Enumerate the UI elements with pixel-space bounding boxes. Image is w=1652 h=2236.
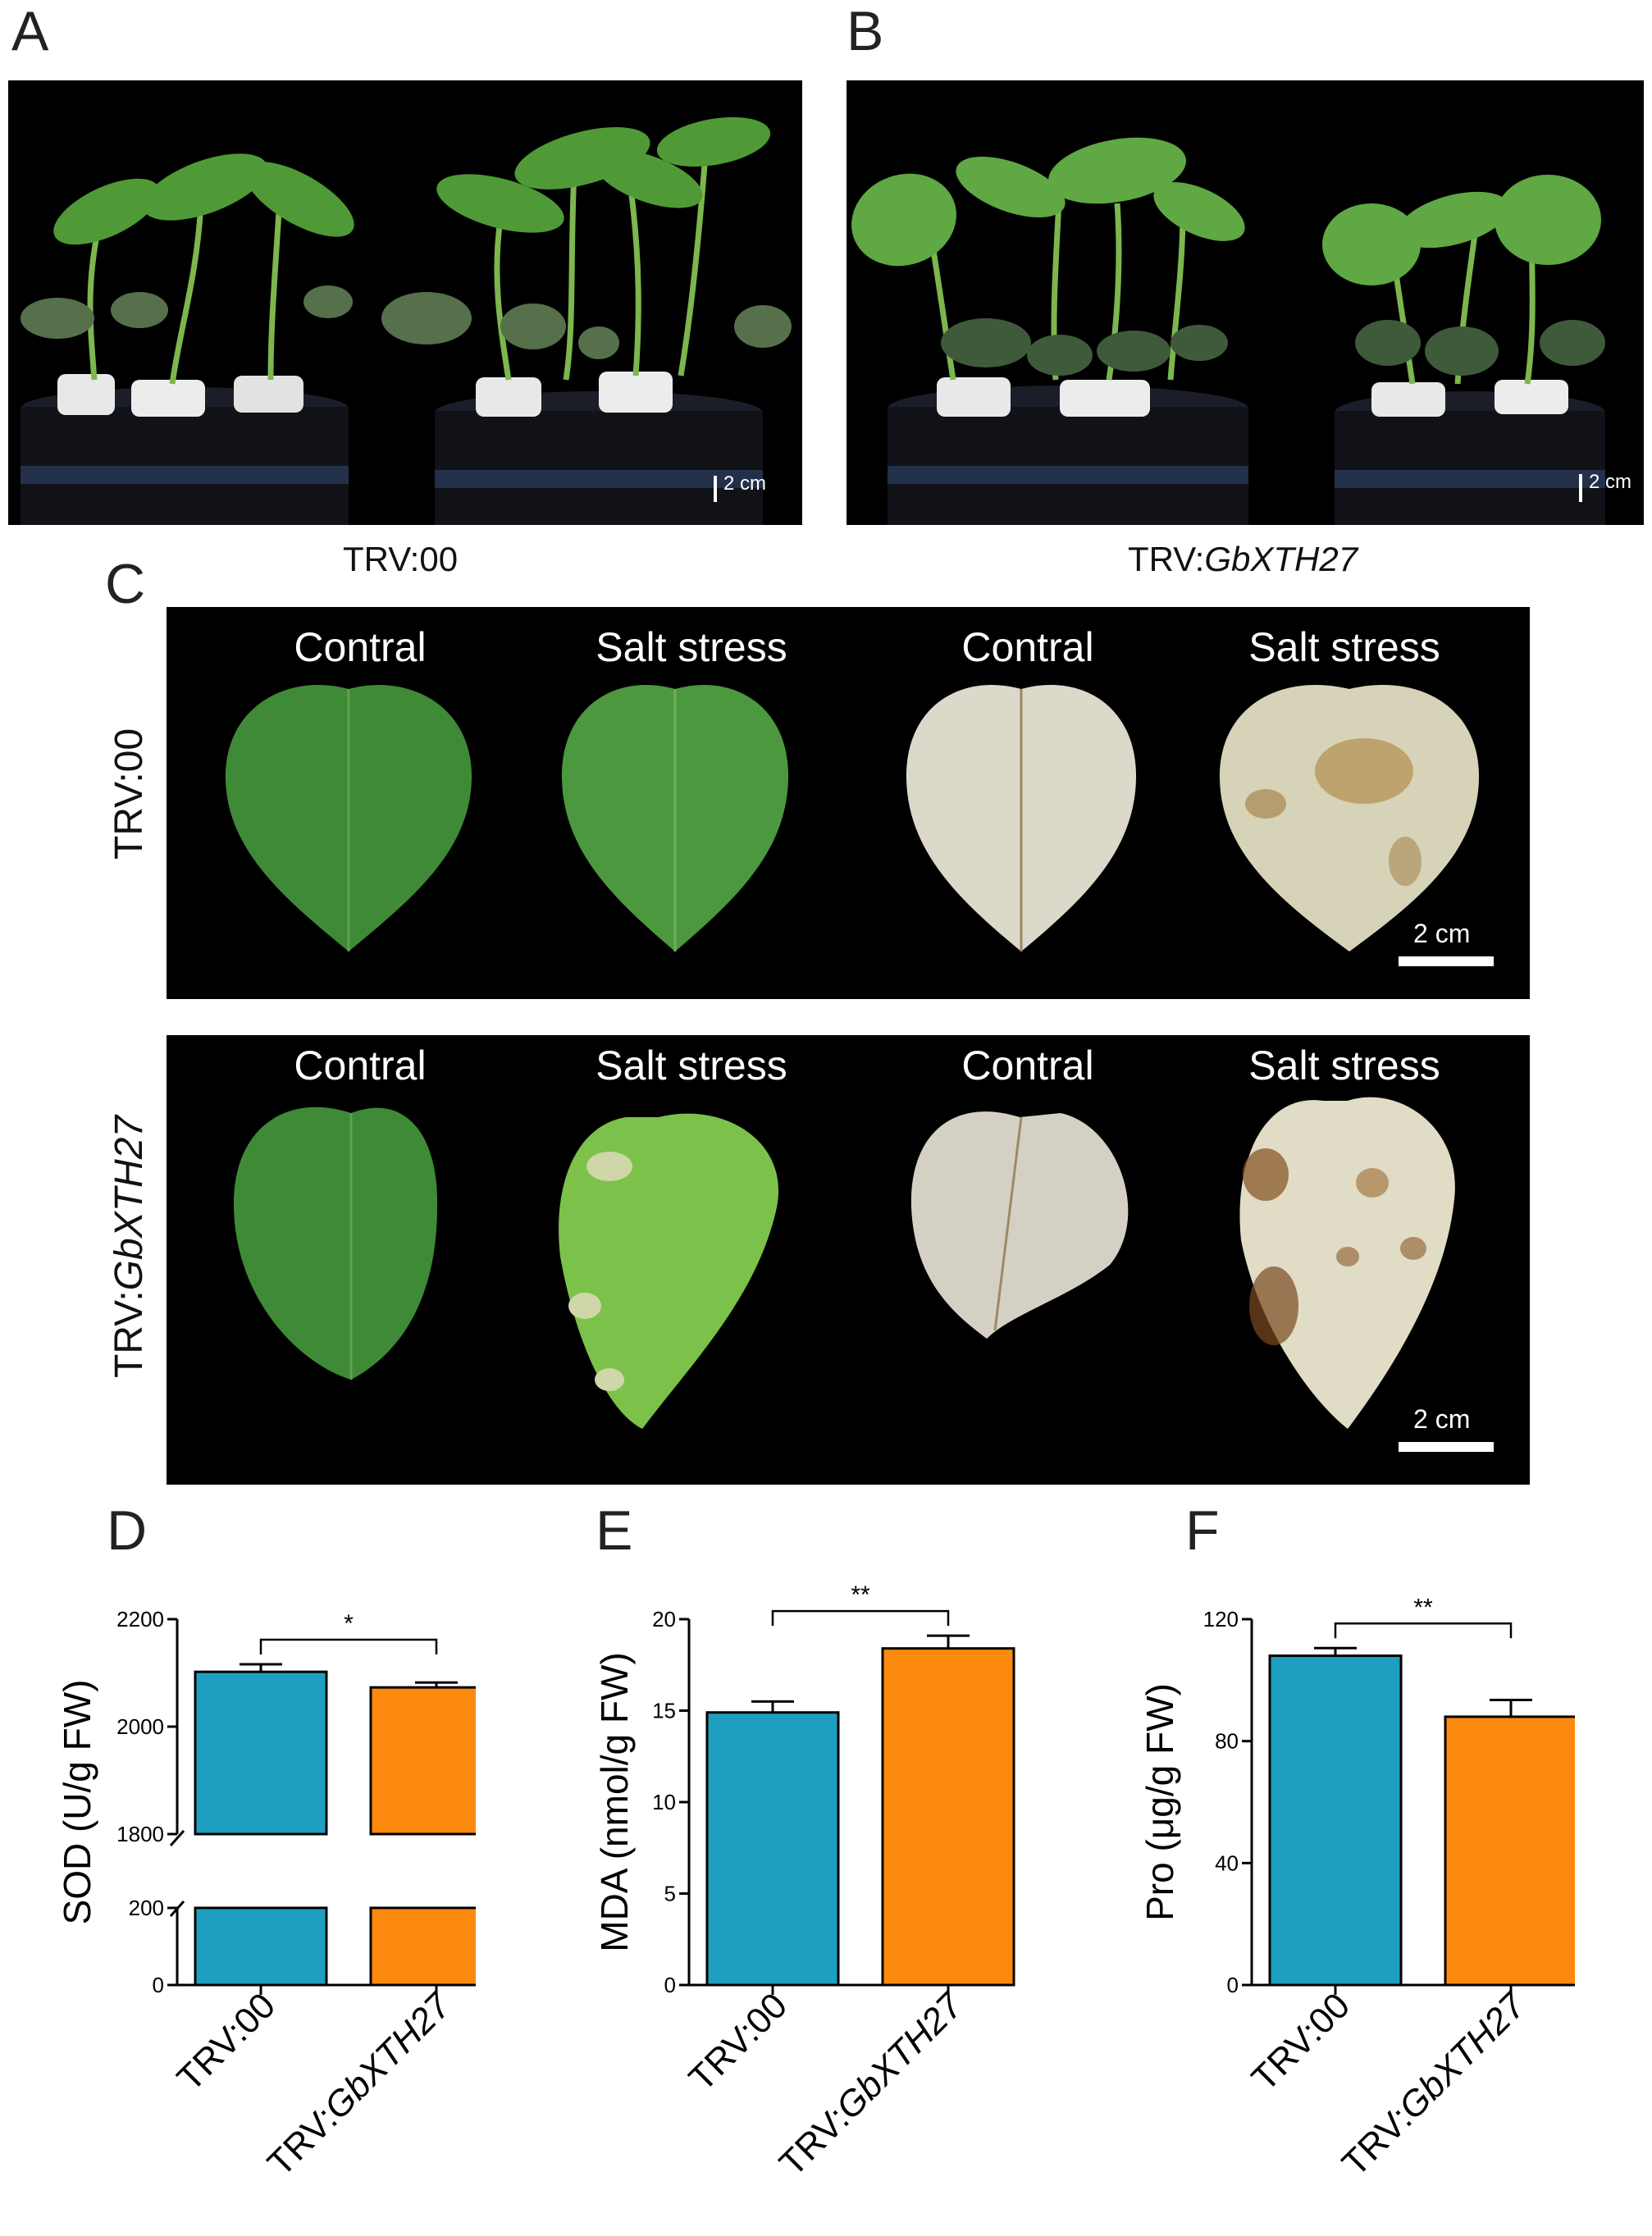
x-tick-label-gene: GbXTH27	[1391, 1984, 1534, 2127]
scale-bar	[1399, 956, 1494, 966]
panel-label-a: A	[11, 0, 49, 62]
y-tick-label: 1800	[116, 1822, 164, 1846]
panel-label-f: F	[1185, 1499, 1220, 1562]
significance-bracket	[259, 1638, 438, 1655]
header-salt-3: Salt stress	[596, 1043, 787, 1088]
y-axis-label: SOD (U/g FW)	[56, 1680, 98, 1925]
y-tick-label: 20	[652, 1607, 676, 1631]
y-tick-label: 2000	[116, 1714, 164, 1739]
x-tick-label: TRV:GbXTH27	[260, 1984, 459, 2184]
bar-lower	[194, 1906, 328, 1987]
x-tick-label: TRV:GbXTH27	[1335, 1984, 1534, 2184]
y-tick-label: 0	[664, 1973, 676, 1997]
row-label-prefix: TRV:	[107, 1290, 151, 1378]
header-control-1: Contral	[294, 624, 427, 670]
leaf-illustrations-gbxth27	[233, 1097, 1455, 1429]
plant-photo-trv00: 2 cm	[8, 80, 802, 525]
leaf-illustrations-trv00	[225, 684, 1480, 951]
x-tick-label: TRV:GbXTH27	[772, 1984, 971, 2184]
x-tick-label-gene: GbXTH27	[828, 1984, 971, 2127]
plant-illustration-gbxth27	[851, 137, 1605, 525]
row-label-trv00: TRV:00	[107, 728, 151, 860]
bar	[705, 1711, 840, 1987]
y-tick-label: 80	[1215, 1729, 1239, 1754]
axis-break-mark	[169, 1830, 185, 1846]
y-tick-label: 0	[1227, 1973, 1239, 1997]
leaf-panel-trv00: Contral Salt stress Contral Salt stress …	[167, 607, 1530, 999]
scale-label: 2 cm	[1589, 471, 1632, 493]
panel-label-c: C	[105, 553, 146, 615]
header-salt-1: Salt stress	[596, 624, 787, 670]
y-axis-label: MDA (nmol/g FW)	[593, 1652, 636, 1951]
y-tick-label: 10	[652, 1790, 676, 1814]
panel-label-d: D	[107, 1499, 148, 1562]
bar-lower	[369, 1906, 476, 1987]
significance-bracket	[1334, 1622, 1513, 1639]
bar	[1444, 1715, 1575, 1987]
row-label-gbxth27: TRV:GbXTH27	[107, 1116, 152, 1378]
significance-label: **	[1413, 1594, 1433, 1621]
scale-label: 2 cm	[1413, 919, 1471, 948]
header-control-3: Contral	[294, 1043, 427, 1088]
header-salt-2: Salt stress	[1248, 624, 1440, 670]
caption-trv00: TRV:00	[343, 540, 459, 578]
significance-label: *	[344, 1610, 354, 1637]
scale-bar	[1399, 1442, 1494, 1452]
significance-label: **	[851, 1581, 870, 1609]
header-control-2: Contral	[961, 624, 1094, 670]
x-tick-label-gene: GbXTH27	[317, 1984, 459, 2127]
leaf-panel-gbxth27: Contral Salt stress Contral Salt stress …	[167, 1035, 1530, 1485]
header-salt-4: Salt stress	[1248, 1043, 1440, 1088]
panel-label-e: E	[596, 1499, 633, 1562]
row-label-gene: GbXTH27	[107, 1115, 151, 1291]
panel-label-b: B	[847, 0, 884, 62]
caption-prefix: TRV:	[1128, 540, 1205, 578]
scale-label: 2 cm	[723, 472, 767, 495]
caption-gene: GbXTH27	[1204, 540, 1358, 578]
y-tick-label: 15	[652, 1699, 676, 1723]
y-axis-label: Pro (μg/g FW)	[1139, 1683, 1181, 1921]
x-tick-label: TRV:00	[170, 1985, 283, 2098]
bar	[881, 1647, 1015, 1987]
bar	[1268, 1654, 1403, 1987]
header-control-4: Contral	[961, 1043, 1094, 1088]
bar-upper	[369, 1686, 476, 1836]
x-tick-label: TRV:00	[682, 1985, 795, 2098]
x-tick-label: TRV:00	[1244, 1985, 1358, 2098]
plant-photo-gbxth27: 2 cm	[847, 80, 1644, 525]
y-tick-label: 40	[1215, 1850, 1239, 1875]
y-tick-label: 120	[1203, 1607, 1239, 1631]
y-tick-label: 0	[153, 1973, 164, 1997]
y-tick-label: 5	[664, 1882, 676, 1906]
plant-illustration-trv00	[21, 116, 792, 525]
y-tick-label: 200	[129, 1896, 164, 1920]
bar-upper	[194, 1670, 328, 1836]
y-tick-label: 2200	[116, 1607, 164, 1631]
significance-bracket	[771, 1609, 950, 1627]
scale-label: 2 cm	[1413, 1404, 1471, 1434]
caption-gbxth27: TRV:GbXTH27	[1128, 540, 1358, 579]
